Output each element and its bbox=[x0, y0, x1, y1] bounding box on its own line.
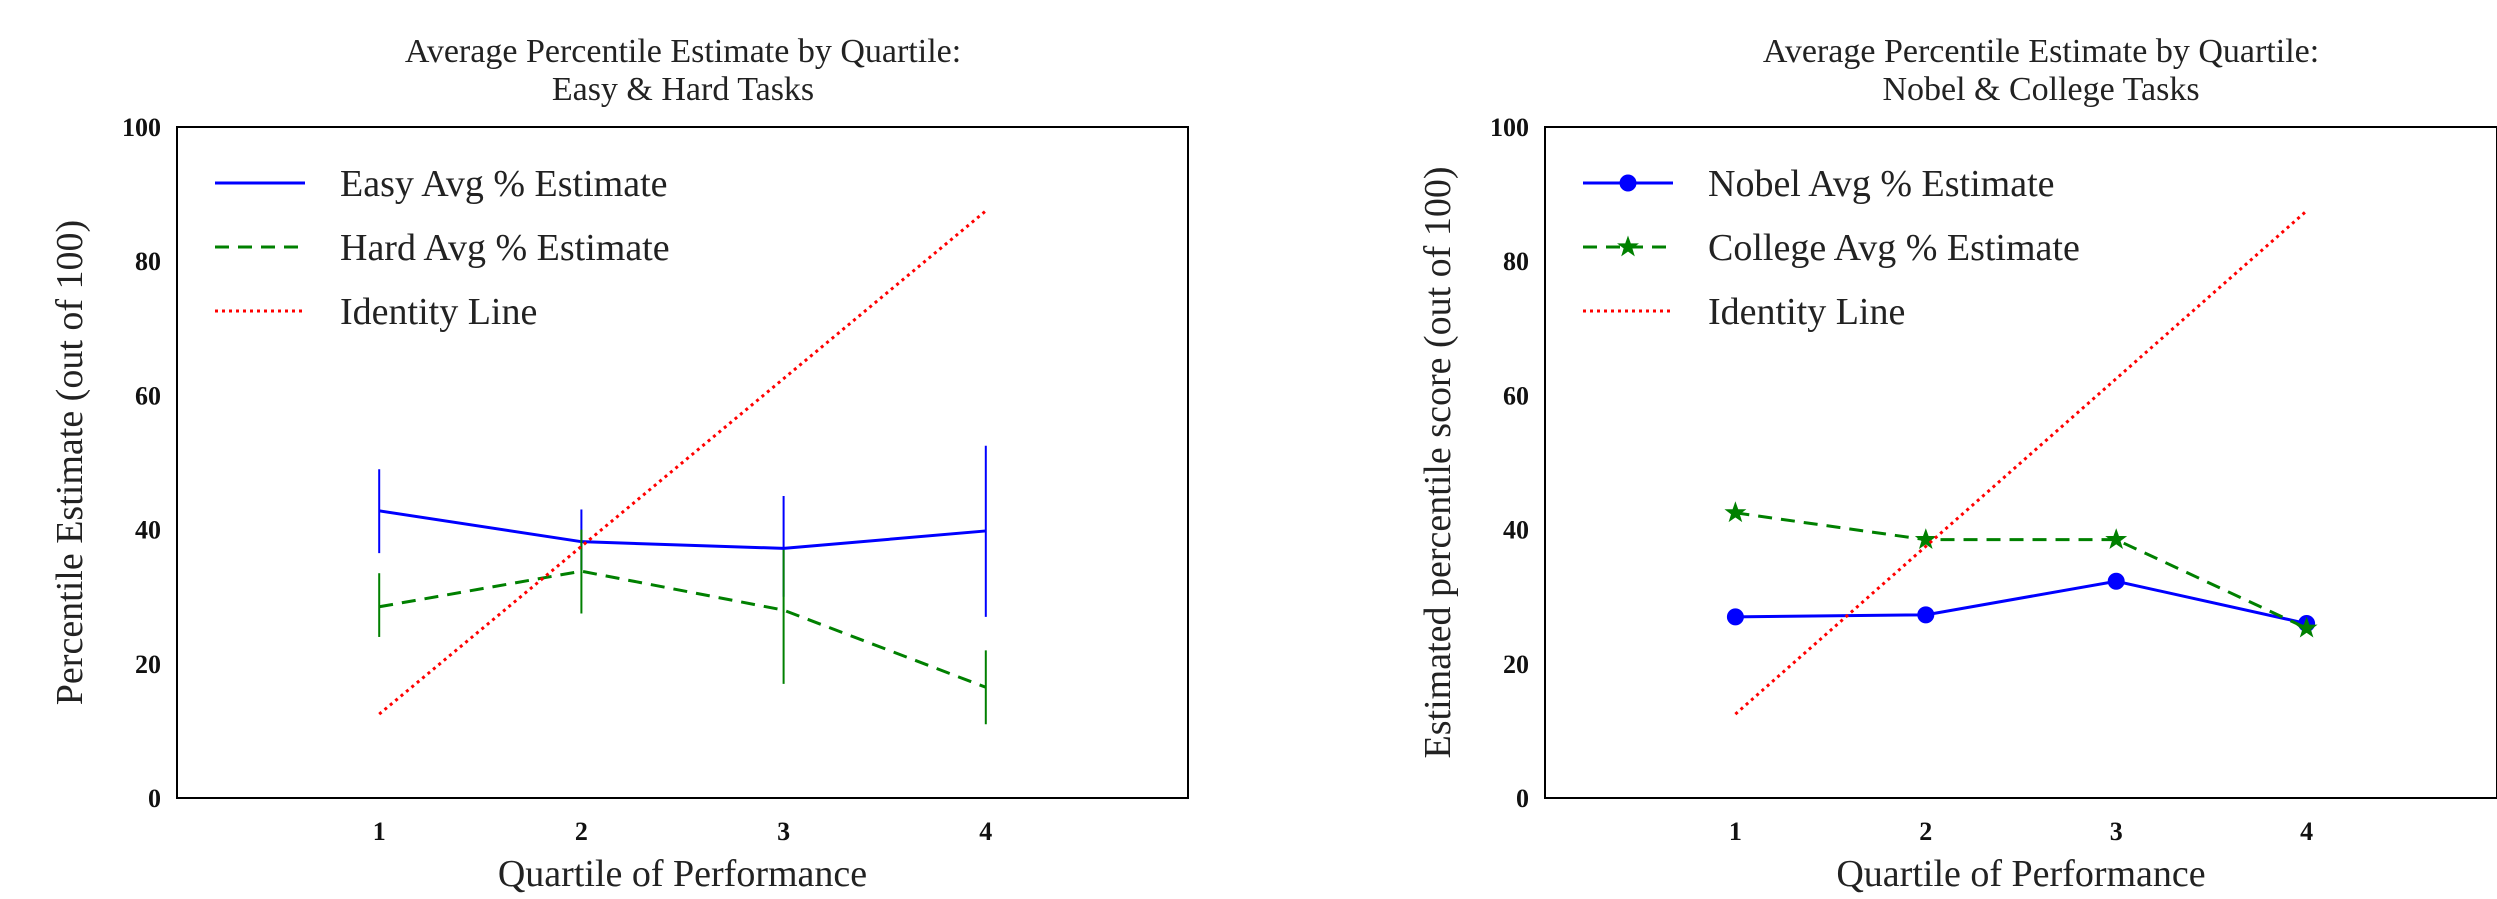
legend-entry-label: Easy Avg % Estimate bbox=[340, 163, 668, 205]
y-tick-label: 60 bbox=[135, 381, 161, 410]
x-tick-label: 3 bbox=[777, 817, 790, 846]
data-point-star bbox=[2295, 616, 2318, 638]
data-point-star bbox=[1914, 528, 1937, 550]
series-hard-avg-estimate bbox=[378, 529, 987, 725]
data-point-circle bbox=[2107, 572, 2125, 590]
data-point-circle bbox=[1726, 608, 1744, 626]
chart-title-line-2: Easy & Hard Tasks bbox=[552, 71, 814, 108]
data-point-circle bbox=[1619, 174, 1637, 192]
chart-title-line-1: Average Percentile Estimate by Quartile: bbox=[405, 33, 961, 70]
legend: Easy Avg % Estimate Hard Avg % Estimate Id… bbox=[215, 163, 670, 333]
y-tick-label: 100 bbox=[122, 113, 161, 142]
legend-entry-label: Identity Line bbox=[340, 291, 537, 333]
legend-entry-label: Identity Line bbox=[1708, 291, 1905, 333]
y-tick-label: 100 bbox=[1490, 113, 1529, 142]
series-line bbox=[378, 569, 987, 689]
y-tick-label: 80 bbox=[135, 247, 161, 276]
chart-panel-2: Average Percentile Estimate by Quartile:… bbox=[1417, 33, 2497, 895]
y-tick-label: 20 bbox=[1503, 650, 1529, 679]
series-line bbox=[1735, 511, 2308, 630]
legend: Nobel Avg % Estimate College Avg % Estima… bbox=[1583, 163, 2080, 333]
plot-area-frame bbox=[176, 126, 1189, 799]
y-tick-label: 40 bbox=[1503, 516, 1529, 545]
x-axis-label: Quartile of Performance bbox=[1836, 853, 2205, 895]
x-tick-label: 4 bbox=[979, 817, 992, 846]
x-tick-label: 1 bbox=[373, 817, 386, 846]
data-point-star bbox=[2105, 528, 2128, 550]
series-line bbox=[378, 509, 986, 550]
series-line bbox=[378, 209, 987, 716]
legend-entry-label: Nobel Avg % Estimate bbox=[1708, 163, 2055, 205]
data-point-star bbox=[1724, 501, 1747, 523]
chart-title-line-1: Average Percentile Estimate by Quartile: bbox=[1763, 33, 2319, 70]
x-tick-label: 4 bbox=[2300, 817, 2313, 846]
series-identity-line bbox=[1734, 209, 2308, 716]
legend-entry-label: Hard Avg % Estimate bbox=[340, 227, 670, 269]
y-tick-label: 60 bbox=[1503, 381, 1529, 410]
y-axis-label: Estimated percentile score (out of 100) bbox=[1417, 167, 1459, 759]
y-tick-label: 40 bbox=[135, 516, 161, 545]
series-easy-avg-estimate bbox=[378, 445, 987, 617]
chart-title-line-2: Nobel & College Tasks bbox=[1882, 71, 2199, 108]
x-axis-label: Quartile of Performance bbox=[498, 853, 867, 895]
series-line bbox=[1734, 209, 2308, 716]
data-point-circle bbox=[1917, 606, 1935, 624]
x-tick-label: 3 bbox=[2110, 817, 2123, 846]
x-tick-label: 1 bbox=[1729, 817, 1742, 846]
plot-area-frame bbox=[1544, 126, 2497, 799]
legend-entry-label: College Avg % Estimate bbox=[1708, 227, 2080, 269]
x-tick-label: 2 bbox=[575, 817, 588, 846]
series-college-avg-estimate bbox=[1724, 501, 2318, 638]
data-point-star bbox=[1617, 235, 1639, 257]
series-identity-line bbox=[378, 209, 987, 716]
y-tick-label: 80 bbox=[1503, 247, 1529, 276]
y-axis-label: Percentile Estimate (out of 100) bbox=[49, 220, 91, 705]
y-tick-label: 20 bbox=[135, 650, 161, 679]
x-tick-label: 2 bbox=[1919, 817, 1932, 846]
series-nobel-avg-estimate bbox=[1726, 572, 2316, 633]
chart-panel-1: Average Percentile Estimate by Quartile:… bbox=[49, 33, 1189, 895]
y-tick-label: 0 bbox=[148, 784, 161, 813]
series-line bbox=[1735, 579, 2307, 626]
y-tick-label: 0 bbox=[1516, 784, 1529, 813]
